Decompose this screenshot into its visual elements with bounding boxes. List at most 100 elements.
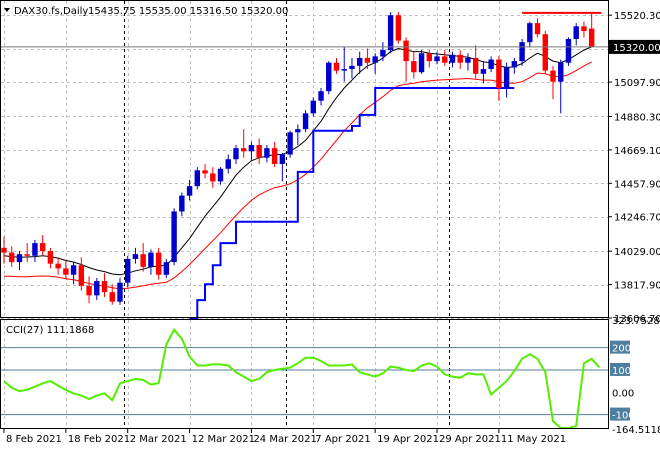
candle-body <box>287 132 293 155</box>
candle-body <box>117 282 123 302</box>
candle-body <box>125 258 131 283</box>
x-axis: 8 Feb 2021 18 Feb 2021 2 Mar 2021 12 Mar 20… <box>3 429 566 445</box>
price-tick-label: 14457.90 <box>614 179 660 190</box>
candle-body <box>472 57 479 74</box>
symbol-label: DAX30.fs,Daily <box>14 6 88 17</box>
cci-line <box>3 328 601 429</box>
candle-body <box>241 148 247 152</box>
candle-body <box>356 57 363 66</box>
x-tick-label: 11 May 2021 <box>501 434 566 445</box>
candle-body <box>1 247 7 253</box>
candle-body <box>225 159 231 169</box>
cci-levels-layer <box>1 347 608 416</box>
candle-body <box>496 59 502 89</box>
candle-body <box>411 61 417 73</box>
price-tick-label: 15097.90 <box>614 78 660 89</box>
candle-body <box>457 54 463 63</box>
candle-body <box>186 186 193 196</box>
candle-body <box>271 148 278 164</box>
x-tick-label: 12 Mar 2021 <box>192 434 255 445</box>
ohlc-label: 15435.75 15535.00 15316.50 15320.00 <box>88 6 288 17</box>
cci-axis: 323.7528 200 100 0.00 -100 -164.5118 <box>610 316 660 436</box>
cci-label: CCI(27) 111.1868 <box>6 325 94 336</box>
dropdown-triangle-icon[interactable] <box>4 8 10 12</box>
x-tick-label: 2 Mar 2021 <box>130 434 187 445</box>
cci-tick-label: 100 <box>612 366 631 377</box>
candle-body <box>302 113 309 130</box>
candle-body <box>132 254 139 259</box>
candle-body <box>194 170 201 187</box>
candle-layer <box>1 12 595 305</box>
candle-body <box>47 251 54 264</box>
candle-body <box>233 148 239 160</box>
candle-body <box>519 42 525 62</box>
cci-line-layer <box>3 328 601 429</box>
candle-body <box>63 268 69 275</box>
candle-body <box>163 262 170 275</box>
candle-body <box>248 144 255 152</box>
price-tick-label: 14880.30 <box>614 112 660 123</box>
candle-body <box>581 26 587 32</box>
candle-body <box>442 56 448 63</box>
candle-body <box>550 70 556 82</box>
candle-body <box>217 168 224 182</box>
x-tick-label: 19 Apr 2021 <box>377 434 439 445</box>
candle-body <box>70 265 77 275</box>
cci-panel-frame <box>0 319 609 429</box>
cci-tick-label: -164.5118 <box>612 425 660 436</box>
current-price-badge <box>609 39 660 54</box>
candle-body <box>140 254 146 267</box>
x-tick-label: 8 Feb 2021 <box>6 434 62 445</box>
candle-body <box>542 34 548 71</box>
candle-body <box>588 28 595 47</box>
candle-body <box>372 56 378 63</box>
candle-body <box>310 100 317 114</box>
price-tick-label: 15520.30 <box>614 11 660 22</box>
candle-body <box>264 148 270 158</box>
chart-header: DAX30.fs,Daily 15435.75 15535.00 15316.5… <box>4 6 288 17</box>
candle-body <box>210 173 216 182</box>
candle-body <box>534 23 541 35</box>
x-tick-label: 7 Apr 2021 <box>315 434 370 445</box>
candle-body <box>387 15 394 51</box>
candle-body <box>318 91 324 101</box>
x-tick-label: 18 Feb 2021 <box>68 434 130 445</box>
candle-body <box>148 252 154 267</box>
candle-body <box>364 57 371 63</box>
period-separator-layer <box>124 1 450 429</box>
candle-body <box>101 281 108 293</box>
candle-body <box>565 38 572 63</box>
candle-body <box>109 292 115 302</box>
candle-body <box>426 53 432 62</box>
candle-body <box>418 53 425 73</box>
candle-body <box>9 252 15 263</box>
candle-body <box>488 59 494 70</box>
cci-tick-badge <box>610 362 630 376</box>
candle-body <box>32 243 38 256</box>
cci-tick-label: -100 <box>612 411 635 422</box>
candle-body <box>24 254 30 256</box>
x-tick-label: 29 Apr 2021 <box>439 434 501 445</box>
candle-body <box>295 129 301 133</box>
candle-body <box>558 62 564 82</box>
price-panel-frame <box>0 0 609 318</box>
candle-body <box>349 65 355 70</box>
candle-body <box>16 254 23 263</box>
candle-body <box>341 69 347 71</box>
cci-panel <box>1 328 608 429</box>
candle-body <box>171 211 177 263</box>
candle-body <box>395 15 402 41</box>
candle-body <box>449 54 456 63</box>
candle-body <box>155 252 162 275</box>
candle-body <box>256 144 262 158</box>
price-tick-label: 13817.90 <box>614 281 660 292</box>
candle-body <box>326 62 332 92</box>
price-tick-label: 14669.10 <box>614 146 660 157</box>
candle-body <box>39 243 46 252</box>
candle-body <box>179 195 185 212</box>
cci-tick-label: 323.7528 <box>612 316 660 327</box>
price-tick-label: 14246.70 <box>614 213 660 224</box>
candle-body <box>333 62 340 71</box>
